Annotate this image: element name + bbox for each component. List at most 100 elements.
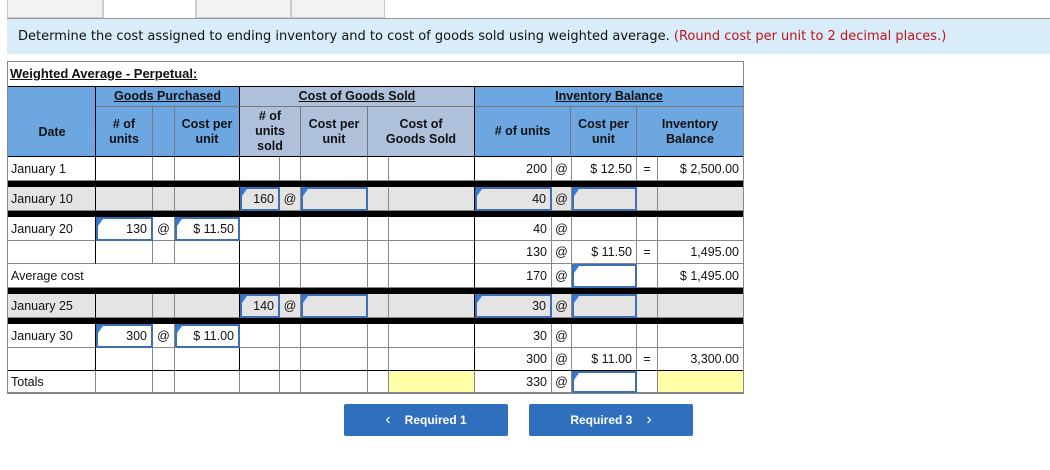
gp-cost-cell: [175, 187, 240, 211]
at-symbol: @: [552, 241, 572, 264]
cogs-cost-cell: [301, 264, 368, 288]
at-symbol: @: [280, 187, 301, 211]
gp-units-cell: [96, 241, 153, 264]
cogs-eq-cell: [368, 324, 389, 348]
header-bottom-rule: [8, 156, 96, 157]
inv-units-input[interactable]: 30: [475, 294, 552, 318]
gp-at-cell: [153, 157, 175, 181]
inv-balance-cell: [658, 324, 743, 348]
equals-symbol: =: [637, 157, 658, 181]
cogs-cost-cell: [301, 371, 368, 393]
inv-balance-cell: [658, 294, 743, 318]
prev-button-label: Required 1: [404, 413, 467, 427]
gp-cost-input[interactable]: $ 11.50: [175, 217, 240, 241]
inv-units-header: # of units: [475, 107, 571, 157]
inv-balance-cell: 1,495.00: [658, 241, 743, 264]
avg-cost-input[interactable]: [572, 264, 637, 288]
inv-cost-input[interactable]: [572, 294, 637, 318]
inv-cost-input[interactable]: [572, 187, 637, 211]
inv-units-cell: 130: [475, 241, 552, 264]
cogs-eq-cell: [368, 217, 389, 241]
cogs-total-cell: [389, 324, 475, 348]
eq-cell: [637, 371, 658, 393]
gp-units-input[interactable]: 300: [96, 324, 153, 348]
at-symbol: @: [552, 264, 572, 288]
date-cell: January 1: [8, 157, 96, 181]
gp-at-header: [153, 107, 175, 157]
cogs-at-cell: [280, 324, 301, 348]
inv-cost-cell: $ 12.50: [572, 157, 637, 181]
gp-at-cell: [153, 294, 175, 318]
date-header-cell: [8, 86, 96, 157]
eq-cell: [637, 324, 658, 348]
gp-units-cell: [96, 371, 153, 393]
date-cell: [8, 348, 96, 371]
at-symbol: @: [552, 187, 572, 211]
eq-cell: [637, 217, 658, 241]
cogs-eq-cell: [368, 187, 389, 211]
date-cell: Totals: [8, 371, 96, 393]
total-cogs-input[interactable]: [389, 371, 475, 393]
total-inventory-input[interactable]: [658, 371, 743, 393]
inv-cost-cell: $ 11.50: [572, 241, 637, 264]
inventory-balance-group-header: Inventory Balance: [475, 86, 743, 107]
prev-required-button[interactable]: ‹ Required 1: [344, 404, 508, 436]
inv-units-cell: 300: [475, 348, 552, 371]
cogs-eq-cell: [368, 371, 389, 393]
gp-units-input[interactable]: 130: [96, 217, 153, 241]
cogs-units-input[interactable]: 160: [240, 187, 280, 211]
cogs-cost-cell: [301, 241, 368, 264]
gp-cost-input[interactable]: $ 11.00: [175, 324, 240, 348]
cogs-cost-cell: [301, 157, 368, 181]
cogs-eq-cell: [368, 241, 389, 264]
eq-cell: [637, 264, 658, 288]
tab-required-4[interactable]: [291, 0, 385, 18]
gp-units-header: # of units: [96, 107, 153, 157]
tab-required-2[interactable]: [103, 0, 196, 18]
tab-required-1[interactable]: [7, 0, 103, 18]
date-cell: Average cost: [8, 264, 240, 288]
cogs-at-cell: [280, 264, 301, 288]
inv-balance-cell: [658, 187, 743, 211]
inv-cost-cell: [572, 217, 637, 241]
inv-balance-header: Inventory Balance: [637, 107, 743, 157]
cogs-cost-input[interactable]: [301, 187, 368, 211]
eq-cell: [637, 187, 658, 211]
tab-required-3[interactable]: [196, 0, 291, 18]
inv-units-input[interactable]: 40: [475, 187, 552, 211]
inv-cost-header: Cost per unit: [571, 107, 637, 157]
cogs-units-cell: [240, 348, 280, 371]
cogs-units-cell: [240, 324, 280, 348]
inv-units-cell: 40: [475, 217, 552, 241]
row-separator: [8, 288, 743, 294]
tab-divider: [7, 18, 1050, 19]
cogs-total-cell: [389, 348, 475, 371]
gp-units-cell: [96, 348, 153, 371]
cogs-units-input[interactable]: 140: [240, 294, 280, 318]
inv-cost-cell: [572, 324, 637, 348]
cogs-units-header: # of units sold: [240, 107, 301, 157]
row-separator: [8, 211, 743, 217]
row-separator: [8, 181, 743, 187]
at-symbol: @: [552, 324, 572, 348]
gp-cost-cell: [175, 241, 240, 264]
gp-at-cell: [153, 348, 175, 371]
cogs-units-cell: [240, 157, 280, 181]
next-required-button[interactable]: Required 3 ›: [529, 404, 693, 436]
total-cost-input[interactable]: [572, 371, 637, 393]
date-cell: [8, 241, 96, 264]
inv-balance-cell: $ 1,495.00: [658, 264, 743, 288]
gp-at-cell: [153, 241, 175, 264]
at-symbol: @: [552, 371, 572, 393]
cogs-total-cell: [389, 241, 475, 264]
at-symbol: @: [153, 217, 175, 241]
table-title: Weighted Average - Perpetual:: [10, 66, 198, 81]
cogs-cost-input[interactable]: [301, 294, 368, 318]
cogs-total-header: Cost of Goods Sold: [368, 107, 475, 157]
gp-units-cell: [96, 294, 153, 318]
chevron-left-icon: ‹: [385, 411, 391, 428]
cogs-cost-header: Cost per unit: [301, 107, 368, 157]
cogs-eq-cell: [368, 157, 389, 181]
cogs-cost-cell: [301, 348, 368, 371]
cogs-total-cell: [389, 264, 475, 288]
